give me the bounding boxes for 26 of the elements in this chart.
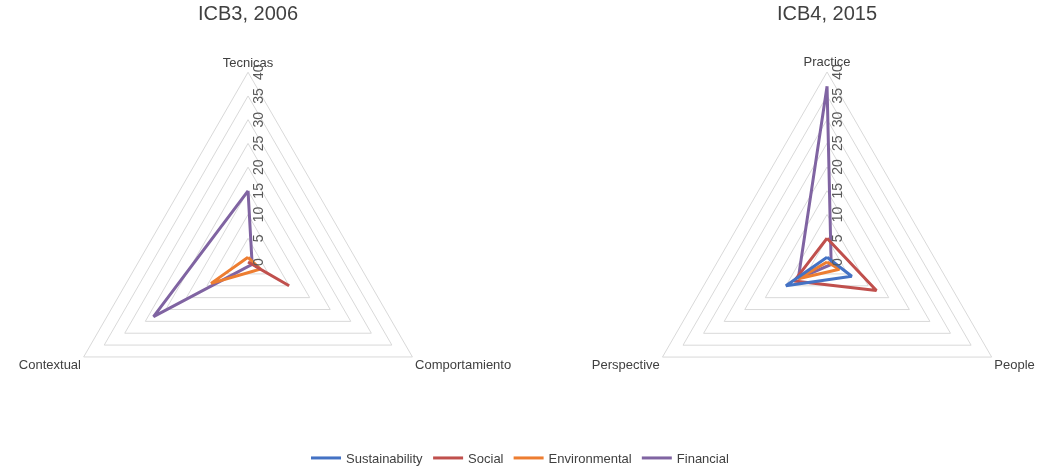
chart-title: ICB4, 2015 <box>777 2 878 24</box>
spoke-label: People <box>994 357 1035 373</box>
y-tick-label: 15 <box>249 182 266 199</box>
y-tick-label: 0 <box>249 257 266 266</box>
y-tick-label: 30 <box>249 111 266 128</box>
spoke-label: Contextual <box>18 356 82 372</box>
y-tick-label: 20 <box>249 159 266 175</box>
y-tick-label: 10 <box>249 206 266 223</box>
legend-label: Financial <box>676 451 729 467</box>
chart-title: ICB3, 2006 <box>198 2 299 24</box>
y-tick-label: 35 <box>249 87 266 104</box>
y-tick-label: 35 <box>828 87 845 104</box>
spoke-label: Comportamiento <box>415 356 512 372</box>
y-tick-label: 25 <box>249 135 266 152</box>
y-tick-label: 5 <box>828 234 845 243</box>
y-tick-label: 25 <box>828 135 845 152</box>
legend-label: Sustainability <box>346 451 424 467</box>
y-tick-label: 0 <box>828 257 845 266</box>
spoke-label: Perspective <box>591 357 660 373</box>
y-tick-label: 5 <box>249 234 266 243</box>
y-tick-label: 30 <box>828 111 845 128</box>
y-tick-label: 10 <box>828 206 845 223</box>
legend-label: Social <box>468 451 504 467</box>
y-tick-label: 20 <box>828 159 845 175</box>
legend-label: Environmental <box>548 451 632 467</box>
y-tick-label: 15 <box>828 182 845 199</box>
